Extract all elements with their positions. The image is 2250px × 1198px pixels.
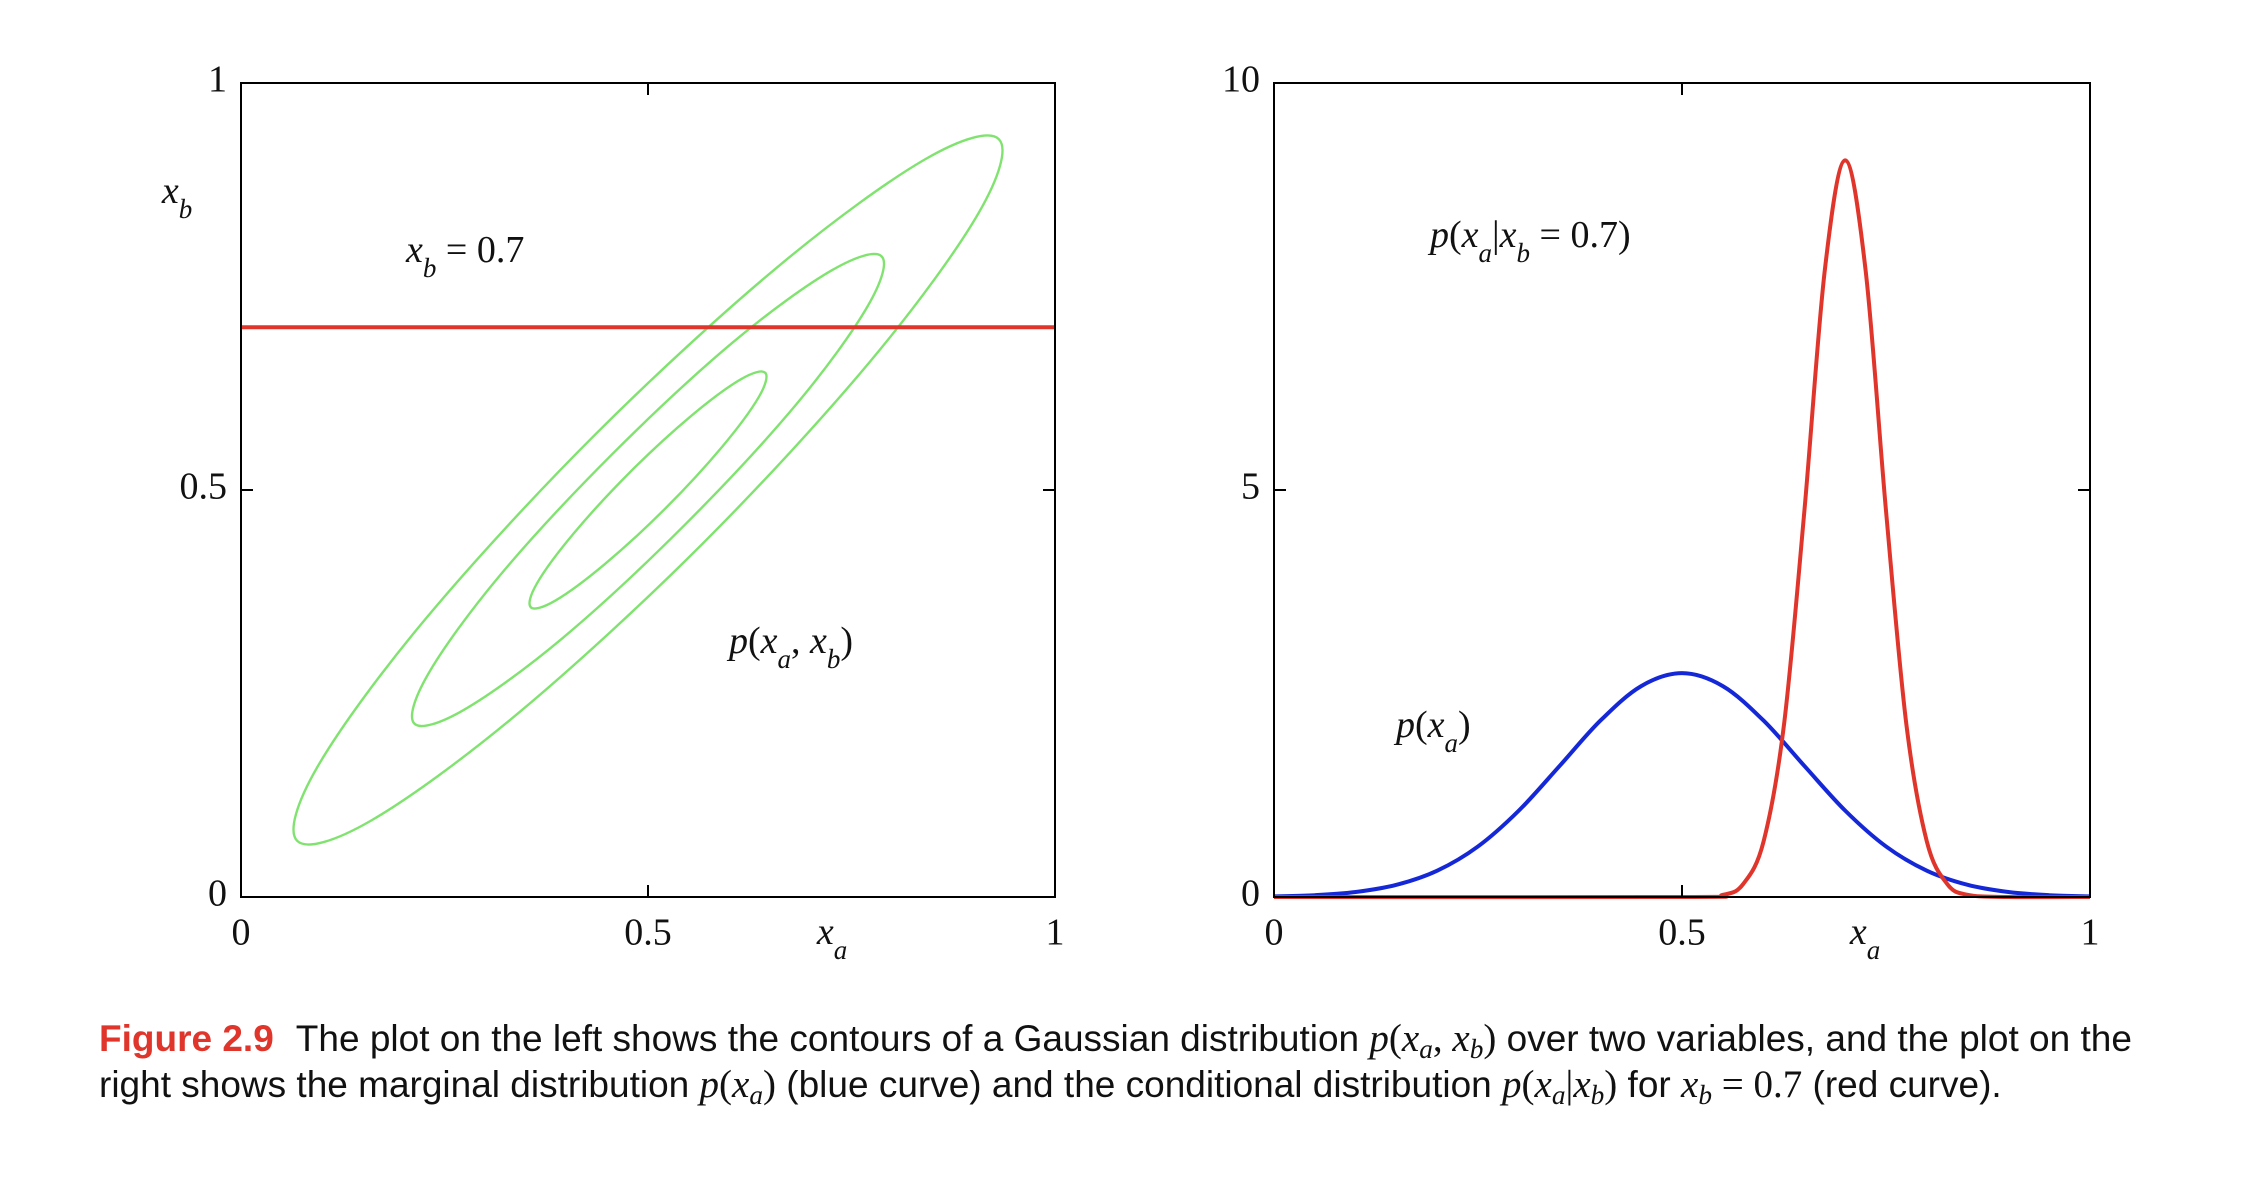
x-tick-label: 0 <box>232 912 251 954</box>
curve <box>1273 158 2091 900</box>
plot-frame <box>1273 82 2091 898</box>
caption-math: xb = 0.7 <box>1681 1063 1803 1110</box>
caption-text: The plot on the left shows the contours … <box>295 1018 1370 1059</box>
x-tick-label: 1 <box>1046 912 1065 954</box>
series-label: xb = 0.7 <box>405 229 524 283</box>
curve <box>1273 671 2091 899</box>
y-tick-label: 0.5 <box>180 466 228 508</box>
x-axis-label: xa <box>816 911 847 965</box>
curve <box>292 134 1004 846</box>
curve <box>410 252 886 728</box>
x-tick-label: 1 <box>2081 912 2100 954</box>
caption-math: p(xa|xb) <box>1502 1063 1618 1110</box>
y-tick-label: 1 <box>208 59 227 101</box>
x-axis-label: xa <box>1849 911 1880 965</box>
caption-math: p(xa, xb) <box>1369 1017 1497 1064</box>
caption-math: p(xa) <box>699 1063 776 1110</box>
y-tick-label: 10 <box>1222 59 1260 101</box>
series-label: p(xa) <box>1393 704 1471 758</box>
plot-frame <box>240 82 1056 898</box>
caption: Figure 2.9 The plot on the left shows the… <box>99 1016 2199 1108</box>
caption-text: for <box>1617 1064 1682 1105</box>
series-label: p(xa|xb = 0.7) <box>1427 214 1631 268</box>
annotation: p(xa, xb) <box>726 620 853 674</box>
y-tick-label: 0 <box>1241 873 1260 915</box>
caption-label: Figure 2.9 <box>99 1018 274 1059</box>
caption-text: (blue curve) and the conditional distrib… <box>775 1064 1503 1105</box>
y-axis-label: xb <box>161 170 192 224</box>
x-tick-label: 0.5 <box>624 912 672 954</box>
x-tick-label: 0 <box>1265 912 1284 954</box>
y-tick-label: 5 <box>1241 466 1260 508</box>
y-tick-label: 0 <box>208 873 227 915</box>
curve <box>528 370 768 610</box>
x-tick-label: 0.5 <box>1658 912 1706 954</box>
caption-text: (red curve). <box>1802 1064 2002 1105</box>
caption-text: over two variables, and the plot on the … <box>99 1018 2132 1105</box>
